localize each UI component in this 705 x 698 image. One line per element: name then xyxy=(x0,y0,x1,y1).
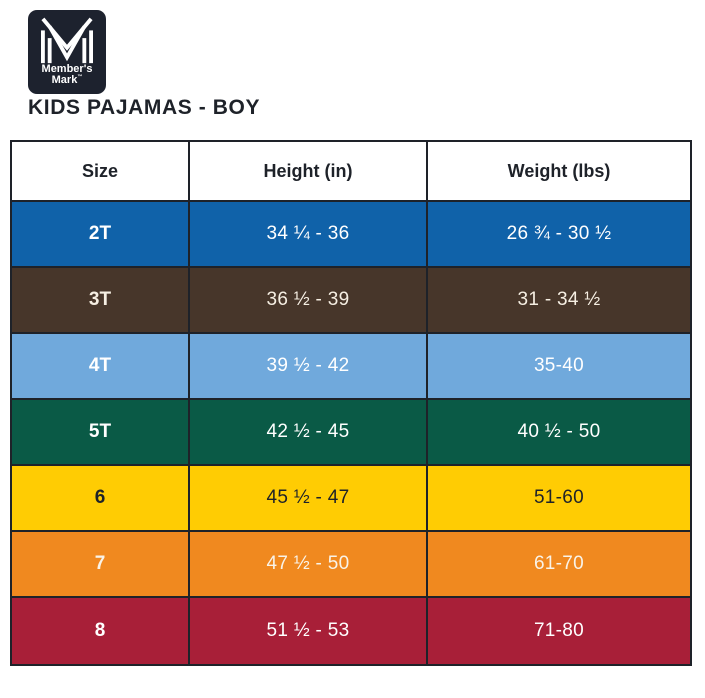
size-cell: 3T xyxy=(12,268,190,332)
header-cell-weight: Weight (lbs) xyxy=(507,160,611,181)
header-cell-height: Height (in) xyxy=(190,142,428,200)
weight-cell: 26 ¾ - 30 ½ xyxy=(506,223,612,244)
weight-cell: 51-60 xyxy=(533,487,585,508)
table-row-6: 6 45 ½ - 47 51-60 xyxy=(12,466,690,532)
weight-cell: 35-40 xyxy=(533,355,585,376)
table-header-row: Size Height (in) Weight (lbs) xyxy=(12,142,690,202)
size-cell: 7 xyxy=(12,532,190,596)
table-row-7: 7 47 ½ - 50 61-70 xyxy=(12,532,690,598)
height-cell: 51 ½ - 53 xyxy=(190,598,428,664)
table-row-2t: 2T 34 ¼ - 36 26 ¾ - 30 ½ xyxy=(12,202,690,268)
brand-name: Member's Mark™ xyxy=(41,62,93,87)
trademark-symbol: ™ xyxy=(77,74,83,81)
size-cell: 4T xyxy=(12,334,190,398)
weight-cell: 31 - 34 ½ xyxy=(517,289,601,310)
weight-cell: 40 ½ - 50 xyxy=(517,421,601,442)
weight-cell: 61-70 xyxy=(533,553,585,574)
table-row-5t: 5T 42 ½ - 45 40 ½ - 50 xyxy=(12,400,690,466)
members-mark-m-icon xyxy=(41,17,93,64)
brand-name-line1: Member's xyxy=(41,62,93,75)
page-title: KIDS PAJAMAS - BOY xyxy=(28,96,261,119)
size-cell: 8 xyxy=(12,598,190,664)
header-cell-size: Size xyxy=(12,142,190,200)
height-cell: 47 ½ - 50 xyxy=(190,532,428,596)
table-row-3t: 3T 36 ½ - 39 31 - 34 ½ xyxy=(12,268,690,334)
table-row-8: 8 51 ½ - 53 71-80 xyxy=(12,598,690,664)
brand-name-line2: Mark™ xyxy=(51,74,83,87)
table-row-4t: 4T 39 ½ - 42 35-40 xyxy=(12,334,690,400)
size-cell: 5T xyxy=(12,400,190,464)
height-cell: 36 ½ - 39 xyxy=(190,268,428,332)
weight-cell: 71-80 xyxy=(533,620,585,641)
height-cell: 34 ¼ - 36 xyxy=(190,202,428,266)
height-cell: 45 ½ - 47 xyxy=(190,466,428,530)
height-cell: 39 ½ - 42 xyxy=(190,334,428,398)
height-cell: 42 ½ - 45 xyxy=(190,400,428,464)
size-chart-table: Size Height (in) Weight (lbs) 2T 34 ¼ - … xyxy=(10,140,692,666)
size-cell: 2T xyxy=(12,202,190,266)
size-cell: 6 xyxy=(12,466,190,530)
members-mark-logo: Member's Mark™ xyxy=(28,10,106,94)
